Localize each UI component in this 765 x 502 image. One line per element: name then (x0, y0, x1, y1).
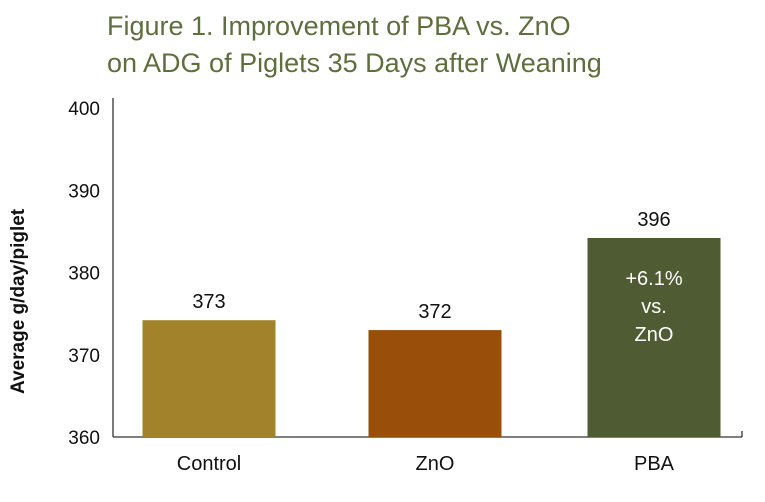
x-tick-label-control: Control (177, 453, 241, 475)
data-label-pba: 396 (637, 209, 670, 231)
x-tick-label-pba: PBA (634, 453, 675, 475)
bar-zno (368, 330, 502, 437)
y-tick-label: 390 (68, 181, 100, 202)
y-tick-label: 370 (68, 346, 100, 367)
annotation-line: vs. (641, 296, 667, 318)
data-label-zno: 372 (418, 301, 451, 323)
bar-control (142, 320, 276, 437)
data-label-control: 373 (192, 291, 225, 313)
bar-pba (587, 237, 721, 437)
y-tick-label: 360 (68, 428, 100, 449)
chart-title-line-1: Figure 1. Improvement of PBA vs. ZnO (107, 11, 571, 41)
chart-title: Figure 1. Improvement of PBA vs. ZnO on … (107, 8, 602, 82)
annotation-line: +6.1% (625, 268, 682, 290)
x-tick-label-zno: ZnO (416, 453, 455, 475)
y-tick-label: 400 (68, 99, 100, 120)
chart-title-line-2: on ADG of Piglets 35 Days after Weaning (107, 48, 602, 78)
annotation-line: ZnO (635, 324, 674, 346)
y-tick-label: 380 (68, 264, 100, 285)
